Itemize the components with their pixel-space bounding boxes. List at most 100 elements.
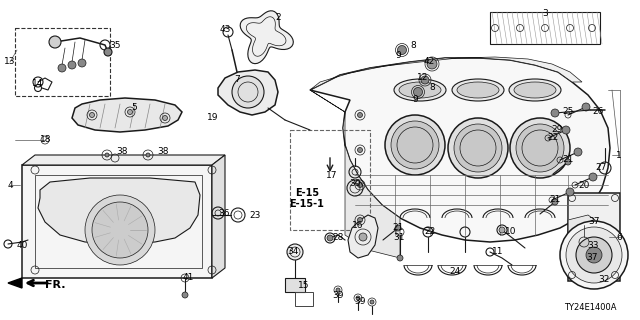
Text: 20: 20: [579, 180, 589, 189]
Circle shape: [551, 109, 559, 117]
Text: 22: 22: [547, 133, 559, 142]
Circle shape: [58, 64, 66, 72]
Ellipse shape: [509, 79, 561, 101]
Text: 38: 38: [157, 148, 169, 156]
Polygon shape: [218, 70, 278, 115]
Text: 37: 37: [588, 218, 600, 227]
Circle shape: [552, 199, 558, 205]
Text: 21: 21: [549, 196, 561, 204]
Circle shape: [582, 103, 590, 111]
Text: 21: 21: [392, 223, 404, 233]
Circle shape: [104, 48, 112, 56]
Circle shape: [560, 221, 628, 289]
Text: 36: 36: [218, 209, 230, 218]
Circle shape: [391, 121, 439, 169]
Polygon shape: [22, 155, 225, 165]
Circle shape: [576, 237, 612, 273]
Text: 6: 6: [616, 233, 622, 242]
Circle shape: [336, 288, 340, 292]
Polygon shape: [212, 155, 225, 278]
Polygon shape: [310, 90, 400, 258]
Bar: [290, 130, 370, 230]
Text: 23: 23: [250, 211, 260, 220]
Text: 37: 37: [586, 253, 598, 262]
Circle shape: [146, 153, 150, 157]
Polygon shape: [310, 58, 610, 242]
Polygon shape: [310, 57, 582, 90]
Text: 5: 5: [131, 102, 137, 111]
Circle shape: [421, 76, 429, 84]
Bar: [295, 292, 313, 306]
Text: 31: 31: [393, 233, 404, 242]
Text: 16: 16: [352, 220, 364, 229]
Circle shape: [574, 148, 582, 156]
Circle shape: [105, 153, 109, 157]
Text: TY24E1400A: TY24E1400A: [564, 303, 616, 313]
Circle shape: [68, 61, 76, 69]
Circle shape: [85, 195, 155, 265]
Circle shape: [427, 59, 437, 69]
Text: 24: 24: [449, 268, 461, 276]
Text: 17: 17: [326, 171, 338, 180]
Circle shape: [562, 126, 570, 134]
Circle shape: [448, 118, 508, 178]
Text: 38: 38: [116, 148, 128, 156]
Text: 11: 11: [492, 247, 504, 257]
Bar: [490, 12, 600, 44]
Ellipse shape: [394, 79, 446, 101]
Text: 28: 28: [332, 234, 344, 243]
Bar: [15, 28, 110, 96]
Text: 2: 2: [275, 13, 281, 22]
Text: 34: 34: [287, 247, 299, 257]
Text: 4: 4: [7, 180, 13, 189]
Polygon shape: [348, 215, 378, 258]
Polygon shape: [22, 165, 212, 278]
Ellipse shape: [452, 79, 504, 101]
Circle shape: [397, 45, 406, 54]
Circle shape: [566, 227, 622, 283]
Circle shape: [358, 218, 362, 222]
Text: 32: 32: [598, 276, 610, 284]
Circle shape: [395, 225, 401, 231]
Text: 30: 30: [349, 180, 361, 188]
Ellipse shape: [457, 82, 499, 98]
Circle shape: [499, 227, 505, 233]
Circle shape: [356, 296, 360, 300]
Text: 39: 39: [332, 292, 344, 300]
Circle shape: [413, 87, 422, 97]
Text: 40: 40: [16, 242, 28, 251]
Text: 15: 15: [298, 281, 310, 290]
Text: 10: 10: [505, 228, 516, 236]
Text: 3: 3: [542, 10, 548, 19]
Text: 9: 9: [412, 95, 418, 105]
Circle shape: [358, 182, 362, 188]
Circle shape: [358, 148, 362, 153]
Circle shape: [370, 300, 374, 304]
Text: 9: 9: [395, 52, 401, 60]
Circle shape: [49, 36, 61, 48]
Circle shape: [182, 292, 188, 298]
Circle shape: [516, 124, 564, 172]
Text: 35: 35: [109, 42, 121, 51]
Text: 43: 43: [220, 26, 230, 35]
Text: 29: 29: [551, 125, 563, 134]
Circle shape: [327, 235, 333, 241]
Polygon shape: [240, 11, 293, 64]
Polygon shape: [8, 278, 22, 288]
Polygon shape: [568, 215, 595, 238]
Text: 18: 18: [40, 135, 52, 145]
Text: E-15: E-15: [295, 188, 319, 198]
Text: 21: 21: [563, 156, 573, 164]
Text: 26: 26: [592, 108, 604, 116]
Circle shape: [589, 173, 597, 181]
Circle shape: [78, 59, 86, 67]
Circle shape: [358, 113, 362, 117]
Circle shape: [359, 233, 367, 241]
Text: 33: 33: [588, 241, 599, 250]
Text: 14: 14: [32, 79, 44, 89]
Circle shape: [565, 159, 571, 165]
Polygon shape: [72, 98, 182, 132]
Text: E-15-1: E-15-1: [289, 199, 324, 209]
Text: 12: 12: [417, 74, 429, 83]
Text: 7: 7: [234, 76, 240, 84]
